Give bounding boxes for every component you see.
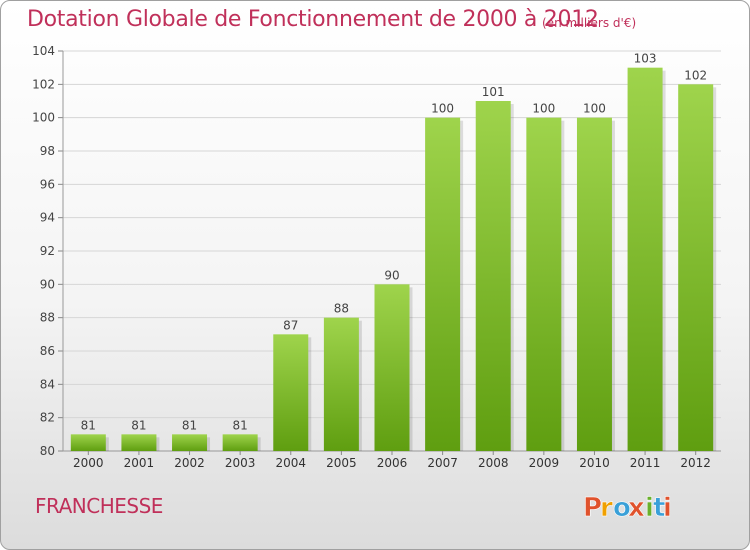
x-tick-label: 2012 [680, 456, 711, 470]
logo-letter: i [663, 493, 672, 523]
y-tick-label: 80 [40, 444, 55, 458]
value-label: 100 [532, 102, 555, 116]
y-tick-label: 100 [32, 111, 55, 125]
bar-2004 [273, 334, 309, 451]
bar-2001 [121, 434, 157, 451]
value-label: 100 [431, 102, 454, 116]
bar-2002 [172, 434, 208, 451]
x-tick-label: 2005 [326, 456, 357, 470]
y-tick-label: 88 [40, 311, 55, 325]
x-tick-label: 2008 [478, 456, 509, 470]
value-label: 101 [482, 85, 505, 99]
value-label: 102 [684, 68, 707, 82]
value-label: 81 [233, 418, 248, 432]
y-tick-label: 84 [40, 377, 55, 391]
value-label: 81 [131, 418, 146, 432]
y-tick-label: 104 [32, 44, 55, 58]
logo-letter: P [583, 493, 602, 523]
value-label: 103 [634, 52, 657, 66]
logo-letter: t [653, 493, 665, 523]
y-tick-label: 86 [40, 344, 55, 358]
x-tick-label: 2006 [377, 456, 408, 470]
value-label: 81 [81, 418, 96, 432]
value-label: 100 [583, 102, 606, 116]
x-tick-label: 2010 [579, 456, 610, 470]
bar-2010 [576, 117, 612, 452]
value-label: 90 [384, 268, 399, 282]
bar-2003 [222, 434, 258, 451]
bar-2006 [374, 284, 410, 451]
y-tick-label: 98 [40, 144, 55, 158]
value-label: 87 [283, 318, 298, 332]
proxiti-logo: Pr ox i ti [583, 493, 673, 523]
bar-2005 [323, 317, 359, 451]
bar-2007 [425, 117, 461, 452]
commune-name: FRANCHESSE [35, 494, 163, 518]
y-tick-label: 96 [40, 177, 55, 191]
chart-unit: (en milliers d'€) [542, 16, 637, 30]
x-tick-label: 2004 [275, 456, 306, 470]
value-label: 81 [182, 418, 197, 432]
x-tick-label: 2001 [124, 456, 155, 470]
x-tick-label: 2009 [529, 456, 560, 470]
bar-2008 [475, 101, 511, 451]
bar-2009 [526, 117, 562, 452]
bar-2012 [678, 84, 714, 451]
logo-letter: i [645, 493, 654, 523]
value-label: 88 [334, 302, 349, 316]
x-tick-label: 2003 [225, 456, 256, 470]
bar-2011 [627, 67, 663, 452]
y-tick-label: 92 [40, 244, 55, 258]
logo-letter: r [600, 493, 613, 523]
x-tick-label: 2007 [427, 456, 458, 470]
bar-2000 [70, 434, 106, 451]
x-tick-label: 2000 [73, 456, 104, 470]
y-tick-label: 82 [40, 411, 55, 425]
y-tick-label: 94 [40, 211, 55, 225]
x-tick-label: 2011 [630, 456, 661, 470]
y-tick-label: 90 [40, 277, 55, 291]
logo-letter: o [613, 493, 631, 523]
x-tick-label: 2002 [174, 456, 205, 470]
chart-title: Dotation Globale de Fonctionnement de 20… [27, 7, 599, 32]
y-tick-label: 102 [32, 77, 55, 91]
logo-letter: x [628, 493, 645, 523]
